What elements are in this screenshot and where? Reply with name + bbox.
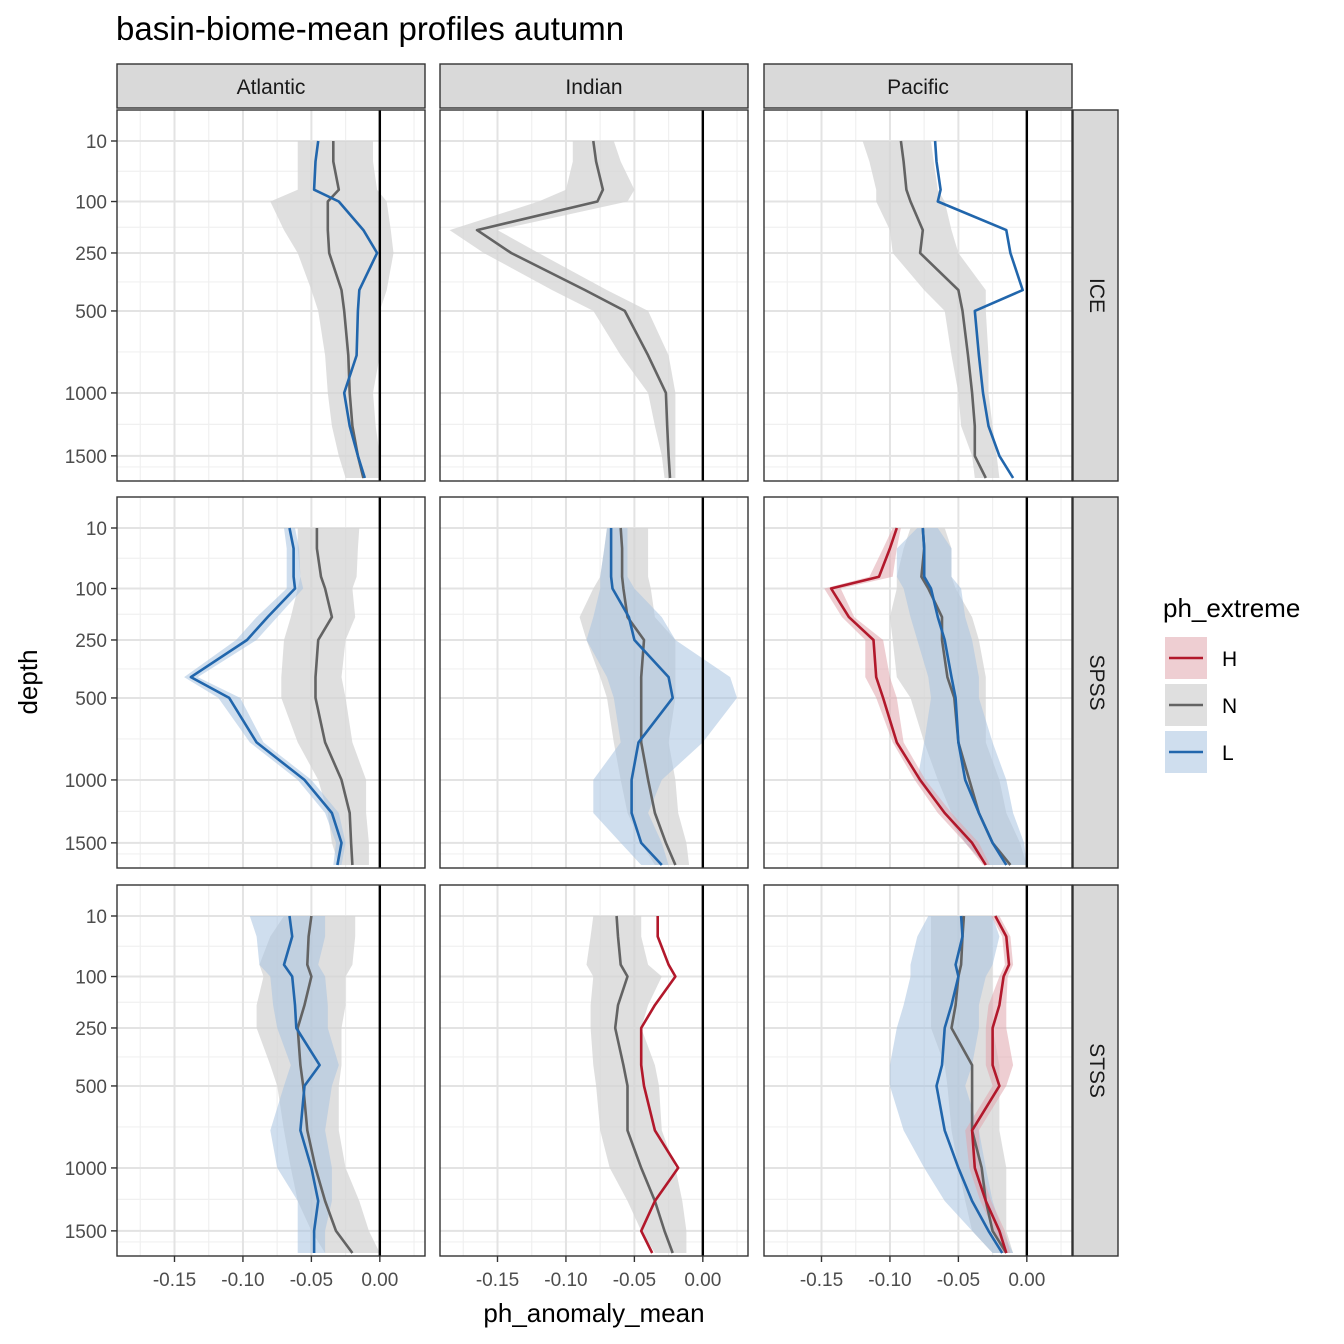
y-tick-label: 500 (75, 1077, 107, 1098)
facet-strip-atlantic: Atlantic (116, 63, 426, 109)
ribbon-N (862, 141, 1000, 478)
y-tick-label: 10 (86, 907, 107, 928)
panel-border (116, 884, 426, 1257)
legend-label: H (1222, 648, 1237, 671)
legend-label: L (1222, 742, 1234, 765)
panel-atlantic-spss (116, 496, 426, 869)
x-tick-label: 0.00 (1008, 1270, 1045, 1291)
facet-label: ICE (1085, 278, 1108, 313)
x-tick-label: -0.10 (868, 1270, 911, 1291)
series-line-N (296, 915, 354, 1254)
y-tick-label: 10 (86, 519, 107, 540)
x-tick-label: -0.15 (476, 1270, 519, 1291)
y-tick-label: 100 (75, 580, 107, 601)
x-tick-label: 0.00 (361, 1270, 398, 1291)
panel-border (763, 884, 1073, 1257)
ribbon-L (896, 528, 1027, 865)
series-line-L (609, 528, 675, 866)
ribbon-N (281, 528, 369, 865)
facet-strip-indian: Indian (439, 63, 749, 109)
series-line-L (933, 140, 1025, 479)
legend: ph_extreme H N L (1163, 593, 1300, 773)
series-line-N (326, 141, 365, 479)
facet-label: Pacific (887, 76, 949, 99)
panel-pacific-stss (763, 884, 1073, 1257)
x-tick-label: -0.05 (613, 1270, 656, 1291)
panel-border (439, 496, 749, 869)
panel-atlantic-ice (116, 109, 426, 482)
ribbon-N (586, 916, 687, 1253)
y-tick-label: 1500 (65, 1222, 107, 1243)
facet-strip-spss: SPSS (1072, 496, 1119, 869)
facet-label: Indian (565, 76, 622, 99)
series-line-L (921, 527, 1008, 866)
facet-label: Atlantic (237, 76, 306, 99)
panel-border (763, 109, 1073, 482)
series-line-N (475, 140, 672, 479)
panel-indian-spss (439, 496, 749, 869)
x-tick-label: -0.15 (800, 1270, 843, 1291)
y-tick-label: 1500 (65, 447, 107, 468)
panel-border (116, 109, 426, 482)
y-tick-label: 100 (75, 193, 107, 214)
facet-label: SPSS (1085, 654, 1108, 710)
series-line-N (619, 527, 677, 866)
x-axis-title: ph_anomaly_mean (483, 1298, 704, 1328)
facet-label: STSS (1085, 1043, 1108, 1098)
series-line-L (312, 140, 379, 479)
panel-pacific-ice (763, 109, 1073, 482)
panel-border (116, 496, 426, 869)
facet-strip-pacific: Pacific (763, 63, 1073, 109)
x-tick-label: -0.10 (544, 1270, 587, 1291)
x-tick-label: -0.05 (937, 1270, 980, 1291)
ribbon-N (449, 141, 676, 478)
series-line-L (189, 527, 343, 866)
y-axis-title: depth (13, 649, 43, 714)
ribbon-L (586, 528, 737, 865)
legend-item-H: H (1165, 637, 1237, 679)
y-tick-label: 250 (75, 244, 107, 265)
series-line-H (639, 916, 680, 1254)
series-line-L (935, 915, 1004, 1254)
legend-item-N: N (1165, 684, 1237, 726)
legend-title: ph_extreme (1163, 593, 1300, 623)
ribbon-N (270, 141, 394, 478)
series-line-N (314, 528, 354, 866)
y-tick-label: 250 (75, 631, 107, 652)
panel-border (439, 884, 749, 1257)
legend-item-L: L (1165, 731, 1234, 773)
y-tick-label: 1000 (65, 1159, 107, 1180)
y-tick-label: 100 (75, 968, 107, 989)
panel-indian-stss (439, 884, 749, 1257)
y-tick-label: 1000 (65, 384, 107, 405)
panel-border (439, 109, 749, 482)
y-tick-label: 1000 (65, 771, 107, 792)
panel-indian-ice (439, 109, 749, 482)
legend-label: N (1222, 695, 1237, 718)
x-tick-label: 0.00 (684, 1270, 721, 1291)
y-tick-label: 10 (86, 132, 107, 153)
y-tick-label: 250 (75, 1019, 107, 1040)
series-line-H (970, 915, 1011, 1254)
y-tick-label: 500 (75, 689, 107, 710)
y-tick-label: 1500 (65, 834, 107, 855)
chart-title: basin-biome-mean profiles autumn (116, 10, 624, 47)
facet-strip-stss: STSS (1072, 884, 1119, 1257)
panel-atlantic-stss (116, 884, 426, 1257)
x-tick-label: -0.10 (221, 1270, 264, 1291)
panel-border (763, 496, 1073, 869)
series-line-L (282, 915, 321, 1253)
x-tick-label: -0.05 (290, 1270, 333, 1291)
x-tick-label: -0.15 (153, 1270, 196, 1291)
facet-strip-ice: ICE (1072, 109, 1119, 482)
series-line-H (829, 527, 987, 866)
panel-pacific-spss (763, 496, 1073, 869)
y-tick-label: 500 (75, 302, 107, 323)
series-line-N (899, 140, 987, 479)
